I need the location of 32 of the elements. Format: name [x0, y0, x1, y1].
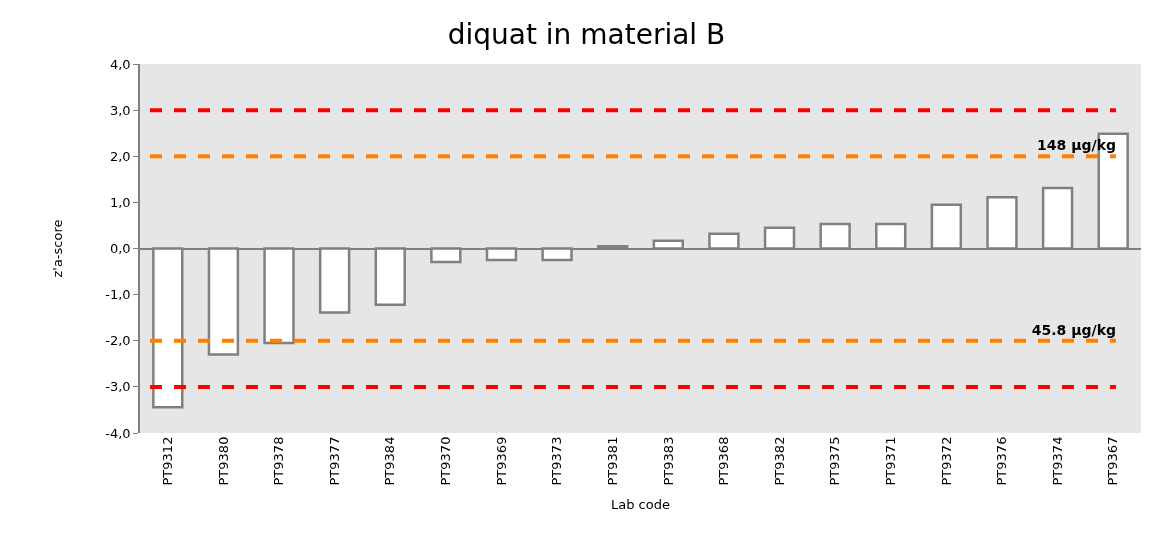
y-tick-label: -1,0: [105, 287, 131, 303]
x-tick-label: PT9370: [438, 436, 454, 486]
y-tick-label: -3,0: [105, 379, 131, 395]
x-tick-label: PT9312: [160, 436, 176, 486]
y-tick-label: 4,0: [109, 56, 131, 72]
y-tick-label: 3,0: [109, 102, 131, 118]
x-tick-label: PT9380: [215, 436, 231, 486]
x-tick-label: PT9378: [271, 436, 287, 486]
y-tick-label: 0,0: [109, 241, 131, 257]
x-tick-label: PT9384: [382, 436, 398, 486]
x-tick-label: PT9374: [1049, 436, 1065, 486]
chart-title: diquat in material B: [447, 17, 726, 51]
x-tick-label: PT9377: [326, 436, 342, 486]
y-axis-title: z'a-score: [49, 219, 65, 278]
ref-line-label: 45.8 µg/kg: [1031, 321, 1116, 338]
x-tick-label: PT9381: [604, 436, 620, 486]
x-tick-label: PT9367: [1105, 436, 1121, 486]
x-tick-label: PT9371: [882, 436, 898, 486]
x-axis-title: Lab code: [611, 497, 670, 513]
x-tick-label: PT9375: [827, 436, 843, 486]
y-tick-label: 1,0: [109, 194, 131, 210]
y-tick-label: 2,0: [109, 148, 131, 164]
x-tick-label: PT9373: [549, 436, 565, 486]
x-tick-label: PT9383: [660, 436, 676, 486]
x-tick-label: PT9369: [493, 436, 509, 486]
x-tick-label: PT9382: [771, 436, 787, 486]
x-tick-label: PT9368: [716, 436, 732, 486]
x-tick-label: PT9372: [938, 436, 954, 486]
y-tick-label: -2,0: [105, 333, 131, 349]
y-tick-label: -4,0: [105, 425, 131, 441]
ref-line-label: 148 µg/kg: [1037, 137, 1116, 154]
x-tick-label: PT9376: [994, 436, 1010, 486]
